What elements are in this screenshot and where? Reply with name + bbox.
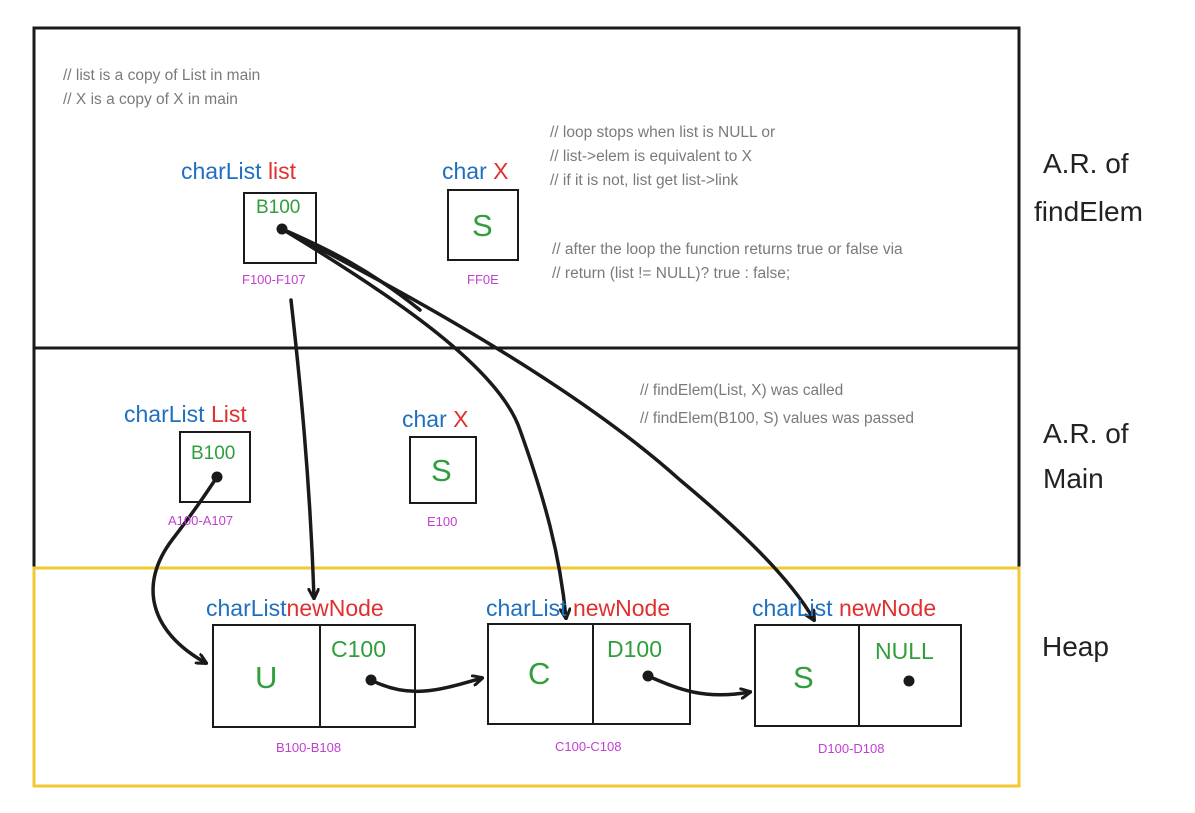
- heap-node-1-link: C100: [331, 636, 386, 662]
- heap-node-1-name: newNode: [286, 595, 384, 621]
- heap-node-2-link: D100: [607, 636, 662, 662]
- findelem-x-label: char X: [442, 160, 508, 183]
- arrow-node-1-to-node-2: [369, 678, 482, 694]
- findelem-x-value: S: [472, 208, 493, 243]
- heap-frame: [32, 566, 1021, 788]
- findelem-list-address: F100-F107: [242, 272, 306, 287]
- findelem-comment-2: // X is a copy of X in main: [63, 91, 238, 108]
- main-x-type: char: [402, 406, 447, 432]
- findelem-list-label: charList list: [181, 160, 296, 183]
- heap-node-2-box: [487, 623, 691, 725]
- heap-node-3-elem: S: [793, 660, 814, 695]
- main-section-label-2: Main: [1043, 463, 1104, 494]
- main-x-box: [409, 436, 477, 504]
- heap-node-3-type: charList: [752, 595, 833, 621]
- findelem-comment-1: // list is a copy of List in main: [63, 67, 261, 84]
- main-list-label: charList List: [124, 403, 247, 426]
- heap-node-1-label: charListnewNode: [206, 597, 384, 620]
- findelem-loop-comment-1: // loop stops when list is NULL or: [550, 124, 776, 141]
- heap-node-1-address: B100-B108: [276, 740, 342, 755]
- heap-node-1-type: charList: [206, 595, 287, 621]
- heap-section-label: Heap: [1042, 631, 1109, 662]
- main-comment-1: // findElem(List, X) was called: [640, 382, 844, 399]
- heap-node-2-type: charList: [486, 595, 567, 621]
- main-list-box: [179, 431, 251, 503]
- findelem-loop-comment-2: // list->elem is equivalent to X: [550, 148, 753, 165]
- arrow-node-2-to-node-3: [646, 674, 750, 695]
- main-list-address: A100-A107: [168, 513, 234, 528]
- main-x-name: X: [453, 406, 469, 432]
- findelem-return-comment-2: // return (list != NULL)? true : false;: [552, 265, 791, 282]
- heap-node-2-label: charList newNode: [486, 597, 670, 620]
- findelem-x-name: X: [493, 158, 509, 184]
- node-3-null-dot: [903, 675, 915, 687]
- arrow-findelem-list-stroke: [280, 227, 422, 312]
- findelem-list-name: list: [267, 158, 297, 184]
- main-section-label-1: A.R. of: [1043, 418, 1129, 449]
- heap-node-2-address: C100-C108: [555, 739, 622, 754]
- main-list-value: B100: [191, 443, 236, 464]
- heap-node-1-elem: U: [255, 660, 278, 695]
- findelem-x-box: [447, 189, 519, 261]
- arrow-findelem-list-to-node-1: [289, 298, 314, 598]
- findelem-list-value: B100: [256, 197, 301, 218]
- heap-node-3-box: [754, 624, 962, 727]
- findelem-section-label-2: findElem: [1034, 196, 1143, 227]
- main-comment-2: // findElem(B100, S) values was passed: [640, 410, 914, 427]
- findelem-section-label-1: A.R. of: [1043, 148, 1129, 179]
- findelem-loop-comment-3: // if it is not, list get list->link: [550, 172, 739, 189]
- heap-node-3-label: charList newNode: [752, 597, 936, 620]
- heap-node-2-name: newNode: [572, 595, 671, 621]
- findelem-return-comment-1: // after the loop the function returns t…: [552, 241, 903, 258]
- main-frame: [32, 346, 1021, 570]
- findelem-x-type: char: [442, 158, 487, 184]
- main-x-value: S: [431, 453, 452, 488]
- main-x-address: E100: [427, 514, 458, 529]
- main-list-type: charList: [124, 401, 205, 427]
- arrow-findelem-list-to-node-2: [280, 227, 566, 618]
- findelem-x-address: FF0E: [467, 272, 499, 287]
- main-list-name: List: [210, 401, 247, 427]
- heap-node-2-elem: C: [528, 656, 551, 691]
- findelem-list-box: [243, 192, 317, 264]
- heap-node-3-address: D100-D108: [818, 741, 885, 756]
- heap-node-1-box: [212, 624, 416, 728]
- heap-node-3-link: NULL: [875, 638, 934, 664]
- heap-node-3-name: newNode: [838, 595, 937, 621]
- findelem-list-type: charList: [181, 158, 262, 184]
- main-x-label: char X: [402, 408, 468, 431]
- arrow-main-list-to-node-1: [151, 475, 219, 663]
